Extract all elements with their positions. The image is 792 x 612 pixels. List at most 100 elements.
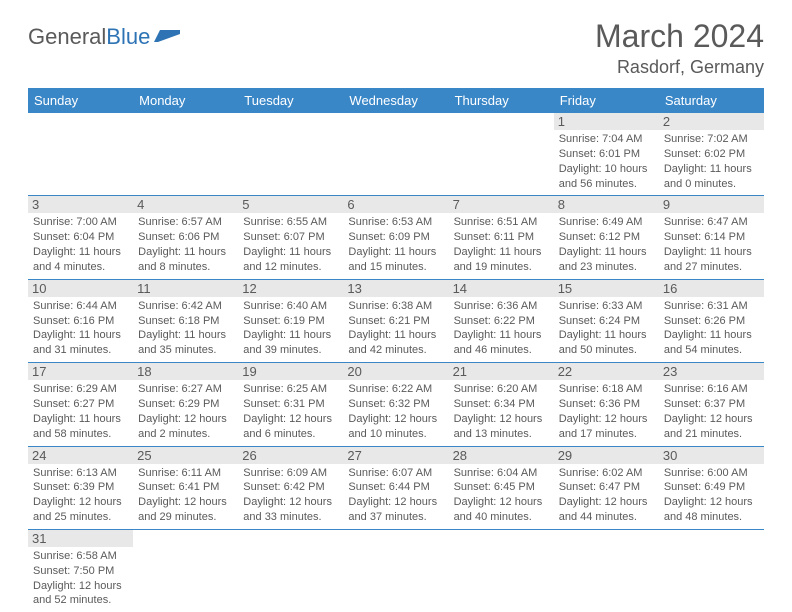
calendar-cell: 20 Sunrise: 6:22 AMSunset: 6:32 PMDayligh… (343, 363, 448, 446)
calendar-cell (133, 113, 238, 196)
day-number: 9 (659, 196, 764, 213)
day-number: 29 (554, 447, 659, 464)
calendar-table: SundayMondayTuesdayWednesdayThursdayFrid… (28, 88, 764, 612)
day-header: Thursday (449, 88, 554, 113)
calendar-cell (449, 529, 554, 612)
day-header: Tuesday (238, 88, 343, 113)
calendar-cell: 11 Sunrise: 6:42 AMSunset: 6:18 PMDayligh… (133, 279, 238, 362)
month-title: March 2024 (595, 18, 764, 55)
calendar-cell: 17Sunrise: 6:29 AMSunset: 6:27 PMDayligh… (28, 363, 133, 446)
day-number: 5 (238, 196, 343, 213)
calendar-cell: 26Sunrise: 6:09 AMSunset: 6:42 PMDayligh… (238, 446, 343, 529)
table-row: 31Sunrise: 6:58 AMSunset: 7:50 PMDayligh… (28, 529, 764, 612)
day-number: 28 (449, 447, 554, 464)
logo-text-2: Blue (106, 24, 150, 50)
calendar-cell: 4 Sunrise: 6:57 AMSunset: 6:06 PMDaylight… (133, 196, 238, 279)
calendar-cell: 25Sunrise: 6:11 AMSunset: 6:41 PMDayligh… (133, 446, 238, 529)
table-row: 24Sunrise: 6:13 AMSunset: 6:39 PMDayligh… (28, 446, 764, 529)
day-detail: Sunrise: 6:07 AMSunset: 6:44 PMDaylight:… (348, 466, 443, 525)
calendar-cell (238, 529, 343, 612)
calendar-cell: 31Sunrise: 6:58 AMSunset: 7:50 PMDayligh… (28, 529, 133, 612)
calendar-cell (449, 113, 554, 196)
calendar-cell: 22Sunrise: 6:18 AMSunset: 6:36 PMDayligh… (554, 363, 659, 446)
calendar-cell: 5 Sunrise: 6:55 AMSunset: 6:07 PMDaylight… (238, 196, 343, 279)
calendar-cell (133, 529, 238, 612)
calendar-cell: 3Sunrise: 7:00 AMSunset: 6:04 PMDaylight… (28, 196, 133, 279)
day-number: 6 (343, 196, 448, 213)
table-row: 17Sunrise: 6:29 AMSunset: 6:27 PMDayligh… (28, 363, 764, 446)
day-detail: Sunrise: 6:16 AMSunset: 6:37 PMDaylight:… (664, 382, 759, 441)
day-detail: Sunrise: 6:31 AMSunset: 6:26 PMDaylight:… (664, 299, 759, 358)
calendar-cell: 2Sunrise: 7:02 AMSunset: 6:02 PMDaylight… (659, 113, 764, 196)
day-detail: Sunrise: 6:13 AMSunset: 6:39 PMDaylight:… (33, 466, 128, 525)
calendar-cell: 18 Sunrise: 6:27 AMSunset: 6:29 PMDayligh… (133, 363, 238, 446)
day-detail: Sunrise: 6:40 AMSunset: 6:19 PMDaylight:… (243, 299, 338, 358)
day-detail: Sunrise: 7:00 AMSunset: 6:04 PMDaylight:… (33, 215, 128, 274)
logo: GeneralBlue (28, 24, 180, 50)
day-detail: Sunrise: 6:20 AMSunset: 6:34 PMDaylight:… (454, 382, 549, 441)
day-number: 8 (554, 196, 659, 213)
calendar-cell: 8 Sunrise: 6:49 AMSunset: 6:12 PMDaylight… (554, 196, 659, 279)
day-detail: Sunrise: 6:42 AMSunset: 6:18 PMDaylight:… (138, 299, 233, 358)
day-number: 18 (133, 363, 238, 380)
calendar-cell (554, 529, 659, 612)
calendar-cell: 6 Sunrise: 6:53 AMSunset: 6:09 PMDaylight… (343, 196, 448, 279)
calendar-cell: 27Sunrise: 6:07 AMSunset: 6:44 PMDayligh… (343, 446, 448, 529)
day-number: 12 (238, 280, 343, 297)
calendar-cell: 29 Sunrise: 6:02 AMSunset: 6:47 PMDayligh… (554, 446, 659, 529)
day-detail: Sunrise: 6:25 AMSunset: 6:31 PMDaylight:… (243, 382, 338, 441)
day-number: 11 (133, 280, 238, 297)
day-detail: Sunrise: 6:22 AMSunset: 6:32 PMDaylight:… (348, 382, 443, 441)
day-detail: Sunrise: 6:27 AMSunset: 6:29 PMDaylight:… (138, 382, 233, 441)
calendar-head: SundayMondayTuesdayWednesdayThursdayFrid… (28, 88, 764, 113)
calendar-cell (28, 113, 133, 196)
day-number: 31 (28, 530, 133, 547)
day-detail: Sunrise: 6:53 AMSunset: 6:09 PMDaylight:… (348, 215, 443, 274)
calendar-cell: 13Sunrise: 6:38 AMSunset: 6:21 PMDayligh… (343, 279, 448, 362)
day-number: 26 (238, 447, 343, 464)
day-detail: Sunrise: 6:49 AMSunset: 6:12 PMDaylight:… (559, 215, 654, 274)
day-detail: Sunrise: 6:11 AMSunset: 6:41 PMDaylight:… (138, 466, 233, 525)
calendar-cell: 10Sunrise: 6:44 AMSunset: 6:16 PMDayligh… (28, 279, 133, 362)
day-header: Wednesday (343, 88, 448, 113)
logo-text-1: General (28, 24, 106, 50)
day-number: 21 (449, 363, 554, 380)
day-detail: Sunrise: 7:02 AMSunset: 6:02 PMDaylight:… (664, 132, 759, 191)
day-number: 23 (659, 363, 764, 380)
day-detail: Sunrise: 6:02 AMSunset: 6:47 PMDaylight:… (559, 466, 654, 525)
day-number: 7 (449, 196, 554, 213)
day-detail: Sunrise: 6:33 AMSunset: 6:24 PMDaylight:… (559, 299, 654, 358)
header: GeneralBlue March 2024 Rasdorf, Germany (28, 18, 764, 78)
calendar-cell: 12 Sunrise: 6:40 AMSunset: 6:19 PMDayligh… (238, 279, 343, 362)
day-number: 4 (133, 196, 238, 213)
day-number: 13 (343, 280, 448, 297)
day-header: Monday (133, 88, 238, 113)
location: Rasdorf, Germany (595, 57, 764, 78)
day-number: 19 (238, 363, 343, 380)
calendar-cell (238, 113, 343, 196)
day-detail: Sunrise: 7:04 AMSunset: 6:01 PMDaylight:… (559, 132, 654, 191)
table-row: 3Sunrise: 7:00 AMSunset: 6:04 PMDaylight… (28, 196, 764, 279)
day-number: 20 (343, 363, 448, 380)
day-header: Friday (554, 88, 659, 113)
day-detail: Sunrise: 6:44 AMSunset: 6:16 PMDaylight:… (33, 299, 128, 358)
day-detail: Sunrise: 6:51 AMSunset: 6:11 PMDaylight:… (454, 215, 549, 274)
calendar-cell: 14Sunrise: 6:36 AMSunset: 6:22 PMDayligh… (449, 279, 554, 362)
day-number: 1 (554, 113, 659, 130)
day-header: Saturday (659, 88, 764, 113)
day-detail: Sunrise: 6:00 AMSunset: 6:49 PMDaylight:… (664, 466, 759, 525)
day-detail: Sunrise: 6:55 AMSunset: 6:07 PMDaylight:… (243, 215, 338, 274)
day-detail: Sunrise: 6:47 AMSunset: 6:14 PMDaylight:… (664, 215, 759, 274)
logo-flag-icon (154, 28, 180, 46)
calendar-cell: 9 Sunrise: 6:47 AMSunset: 6:14 PMDaylight… (659, 196, 764, 279)
day-number: 14 (449, 280, 554, 297)
calendar-cell: 15 Sunrise: 6:33 AMSunset: 6:24 PMDayligh… (554, 279, 659, 362)
day-detail: Sunrise: 6:57 AMSunset: 6:06 PMDaylight:… (138, 215, 233, 274)
calendar-cell: 7 Sunrise: 6:51 AMSunset: 6:11 PMDaylight… (449, 196, 554, 279)
table-row: 1 Sunrise: 7:04 AMSunset: 6:01 PMDaylight… (28, 113, 764, 196)
day-number: 15 (554, 280, 659, 297)
day-detail: Sunrise: 6:04 AMSunset: 6:45 PMDaylight:… (454, 466, 549, 525)
calendar-body: 1 Sunrise: 7:04 AMSunset: 6:01 PMDaylight… (28, 113, 764, 612)
day-number: 30 (659, 447, 764, 464)
calendar-cell: 1 Sunrise: 7:04 AMSunset: 6:01 PMDaylight… (554, 113, 659, 196)
